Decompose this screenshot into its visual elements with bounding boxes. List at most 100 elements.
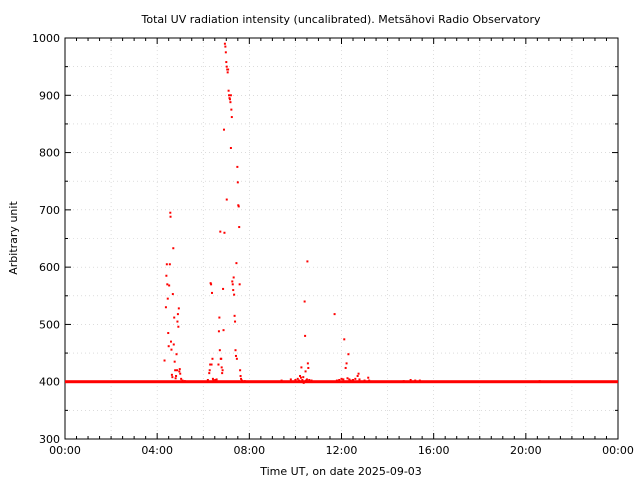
baseline-band [65,380,618,384]
data-point [165,274,168,277]
data-point [223,231,226,234]
data-point [169,340,172,343]
data-point [345,362,348,365]
data-point [235,357,238,360]
data-point [210,283,213,286]
data-point [167,345,170,348]
data-point [238,226,241,229]
data-point [302,381,305,384]
data-point [302,376,305,379]
data-point [296,377,299,380]
data-point [343,338,346,341]
x-tick-label: 00:00 [602,444,634,457]
data-point [299,374,302,377]
data-point [163,359,166,362]
y-tick-label: 500 [39,318,60,331]
data-point [224,51,227,54]
data-point [367,376,370,379]
data-point [168,263,171,266]
y-tick-label: 600 [39,261,60,274]
data-point [166,283,169,286]
data-point [418,379,421,382]
data-point [169,211,172,214]
data-point [234,354,237,357]
data-point [222,287,225,290]
data-point [219,230,222,233]
data-point [177,307,180,310]
data-point [346,377,349,380]
y-tick-label: 700 [39,204,60,217]
data-point [177,325,180,328]
data-point [310,379,313,382]
data-point [181,379,184,382]
data-point [238,283,241,286]
data-point [538,380,541,383]
data-point [402,380,405,383]
data-point [349,379,352,382]
data-point [166,297,169,300]
data-point [188,380,191,383]
data-point [170,373,173,376]
x-axis-label: Time UT, on date 2025-09-03 [259,465,422,478]
data-point [234,349,237,352]
data-point [304,334,307,337]
data-point [165,263,168,266]
data-point [229,146,232,149]
data-point [232,276,235,279]
data-point [228,98,231,101]
baseline-group [65,380,618,384]
chart-title: Total UV radiation intensity (uncalibrat… [141,13,541,26]
data-point [164,306,167,309]
data-point [169,215,172,218]
data-point [175,369,178,372]
data-point [289,378,292,381]
data-point [217,330,220,333]
data-point [303,300,306,303]
grid [65,38,618,439]
data-point [240,379,243,382]
data-point [235,262,238,265]
data-point [170,348,173,351]
data-point [183,380,186,383]
data-point [358,378,361,381]
data-point [173,360,176,363]
data-point [220,366,223,369]
data-point [306,362,309,365]
x-tick-label: 08:00 [233,444,265,457]
x-tick-label: 16:00 [418,444,450,457]
data-point [307,366,310,369]
x-tick-label: 20:00 [510,444,542,457]
data-point [340,377,343,380]
data-point [344,366,347,369]
data-point [171,376,174,379]
data-point [304,370,307,373]
data-point [209,363,212,366]
x-tick-labels: 00:00 04:00 08:00 12:00 16:00 20:00 00:00 [49,444,634,457]
data-point [233,314,236,317]
data-point [231,280,234,283]
data-point [171,293,174,296]
data-point [217,363,220,366]
data-point [348,378,351,381]
data-point [172,343,175,346]
data-point [225,61,228,64]
data-point [178,370,181,373]
y-tick-label: 400 [39,376,60,389]
data-point [225,65,228,68]
data-point [223,42,226,45]
data-point [214,378,217,381]
data-point [175,374,178,377]
data-point [211,291,214,294]
data-point [226,71,229,74]
data-point [227,89,230,92]
data-points [163,42,541,384]
data-point [347,353,350,356]
data-point [239,374,242,377]
y-tick-labels: 300 400 500 600 700 800 900 1000 [32,32,60,446]
y-tick-label: 900 [39,89,60,102]
data-point [305,378,308,381]
data-point [174,377,177,380]
data-point [230,108,233,111]
data-point [414,379,417,382]
